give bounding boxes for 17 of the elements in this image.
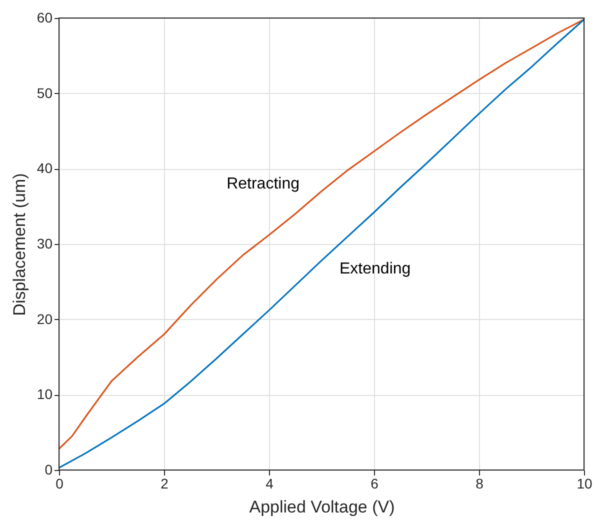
y-tick-label: 40 <box>36 160 53 176</box>
x-tick-label: 10 <box>576 476 592 492</box>
x-tick-label: 2 <box>160 476 169 492</box>
x-tick-label: 8 <box>476 476 484 492</box>
y-tick-label: 50 <box>36 84 53 101</box>
y-tick-label: 20 <box>36 310 53 327</box>
series-label: Retracting <box>226 175 300 192</box>
y-tick-label: 60 <box>36 10 53 26</box>
x-tick-label: 4 <box>266 476 274 492</box>
x-tick-label: 0 <box>56 476 64 492</box>
x-axis-title: Applied Voltage (V) <box>249 498 395 516</box>
x-tick-label: 6 <box>370 476 379 492</box>
series-label: Extending <box>340 260 411 278</box>
y-tick-label: 30 <box>36 236 53 252</box>
y-axis-title: Displacement (um) <box>10 173 29 316</box>
y-tick-label: 10 <box>36 386 53 402</box>
y-tick-label: 0 <box>44 462 53 478</box>
